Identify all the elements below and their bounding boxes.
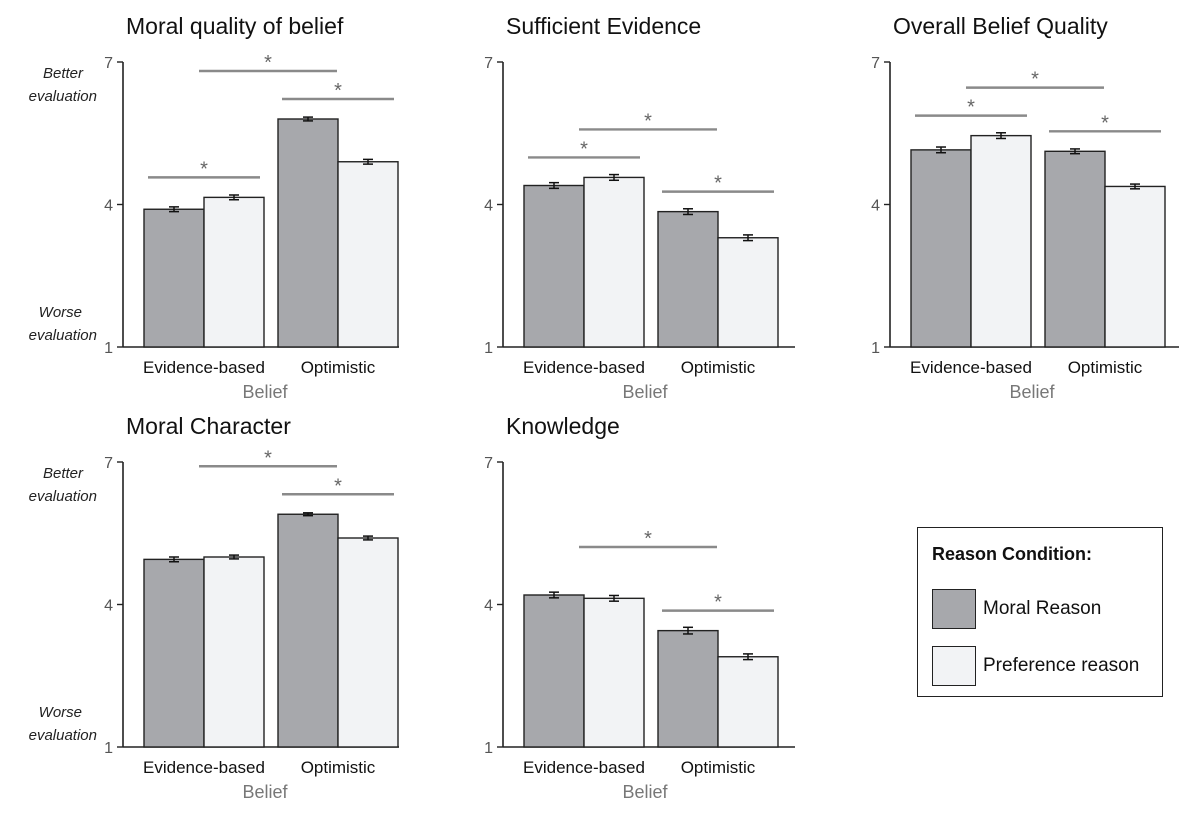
annotation-better: Better: [43, 65, 84, 82]
legend-item-moral: Moral Reason: [932, 589, 1101, 629]
bar-moral-evidence-based: [143, 208, 205, 348]
x-category-label: Evidence-based: [910, 358, 1032, 377]
significance-star: *: [334, 475, 342, 497]
annotation-worse-2: evaluation: [29, 327, 97, 344]
chart-title: Moral Character: [126, 413, 291, 439]
legend-label-moral: Moral Reason: [983, 598, 1102, 619]
legend: Reason Condition: Moral Reason Preferenc…: [917, 527, 1163, 697]
legend-item-preference: Preference reason: [932, 646, 1139, 686]
y-tick-label: 1: [484, 740, 493, 757]
x-category-label: Evidence-based: [523, 358, 645, 377]
bar-moral-evidence-based: [143, 558, 205, 748]
bar-preference-optimistic: [337, 161, 399, 348]
significance-star: *: [1031, 69, 1039, 91]
significance-star: *: [580, 138, 588, 160]
y-tick-label: 1: [104, 340, 113, 357]
significance-star: *: [644, 110, 652, 132]
bar-moral-optimistic: [277, 118, 339, 348]
legend-swatch-preference: [932, 646, 976, 686]
bar-preference-optimistic: [717, 656, 779, 748]
x-category-label: Evidence-based: [143, 358, 265, 377]
bar-moral-optimistic: [657, 210, 719, 348]
annotation-worse: Worse: [39, 304, 82, 321]
bar-preference-evidence-based: [583, 176, 645, 348]
bar-preference-evidence-based: [970, 134, 1032, 348]
y-tick-label: 7: [484, 55, 493, 72]
legend-label-preference: Preference reason: [983, 655, 1140, 676]
y-tick-label: 1: [484, 340, 493, 357]
y-tick-label: 7: [871, 55, 880, 72]
annotation-better-2: evaluation: [29, 88, 97, 105]
bar-moral-evidence-based: [523, 184, 585, 348]
y-tick-label: 4: [484, 198, 493, 215]
chart-title: Overall Belief Quality: [893, 13, 1108, 39]
x-category-label: Evidence-based: [523, 758, 645, 777]
bar-moral-optimistic: [277, 513, 339, 748]
bar-moral-evidence-based: [523, 594, 585, 748]
bar-moral-optimistic: [1044, 150, 1106, 348]
significance-star: *: [264, 447, 272, 469]
y-tick-label: 7: [484, 455, 493, 472]
significance-star: *: [967, 97, 975, 119]
x-category-label: Optimistic: [681, 758, 756, 777]
legend-swatch-moral: [932, 589, 976, 629]
significance-star: *: [264, 52, 272, 74]
y-tick-label: 4: [104, 198, 113, 215]
legend-title: Reason Condition:: [932, 544, 1092, 564]
chart-title: Moral quality of belief: [126, 13, 344, 39]
y-tick-label: 7: [104, 55, 113, 72]
x-axis-label: Belief: [1009, 382, 1055, 402]
annotation-worse-2: evaluation: [29, 727, 97, 744]
y-tick-label: 4: [871, 198, 880, 215]
bar-moral-optimistic: [657, 629, 719, 748]
significance-star: *: [200, 158, 208, 180]
bar-preference-optimistic: [337, 537, 399, 748]
bar-preference-optimistic: [717, 237, 779, 348]
y-tick-label: 1: [871, 340, 880, 357]
annotation-better-2: evaluation: [29, 488, 97, 505]
y-tick-label: 7: [104, 455, 113, 472]
bar-moral-evidence-based: [910, 149, 972, 348]
annotation-better: Better: [43, 465, 84, 482]
bar-preference-evidence-based: [203, 196, 265, 348]
x-axis-label: Belief: [622, 782, 668, 802]
bar-preference-evidence-based: [583, 597, 645, 748]
significance-star: *: [1101, 112, 1109, 134]
significance-star: *: [334, 80, 342, 102]
x-category-label: Optimistic: [1068, 358, 1143, 377]
x-category-label: Evidence-based: [143, 758, 265, 777]
x-category-label: Optimistic: [301, 758, 376, 777]
x-axis-label: Belief: [242, 782, 288, 802]
annotation-worse: Worse: [39, 704, 82, 721]
x-axis-label: Belief: [622, 382, 668, 402]
significance-star: *: [714, 173, 722, 195]
x-category-label: Optimistic: [301, 358, 376, 377]
significance-star: *: [644, 528, 652, 550]
chart-title: Knowledge: [506, 413, 620, 439]
x-category-label: Optimistic: [681, 358, 756, 377]
chart-title: Sufficient Evidence: [506, 13, 701, 39]
x-axis-label: Belief: [242, 382, 288, 402]
y-tick-label: 4: [104, 598, 113, 615]
y-tick-label: 4: [484, 598, 493, 615]
significance-star: *: [714, 592, 722, 614]
y-tick-label: 1: [104, 740, 113, 757]
